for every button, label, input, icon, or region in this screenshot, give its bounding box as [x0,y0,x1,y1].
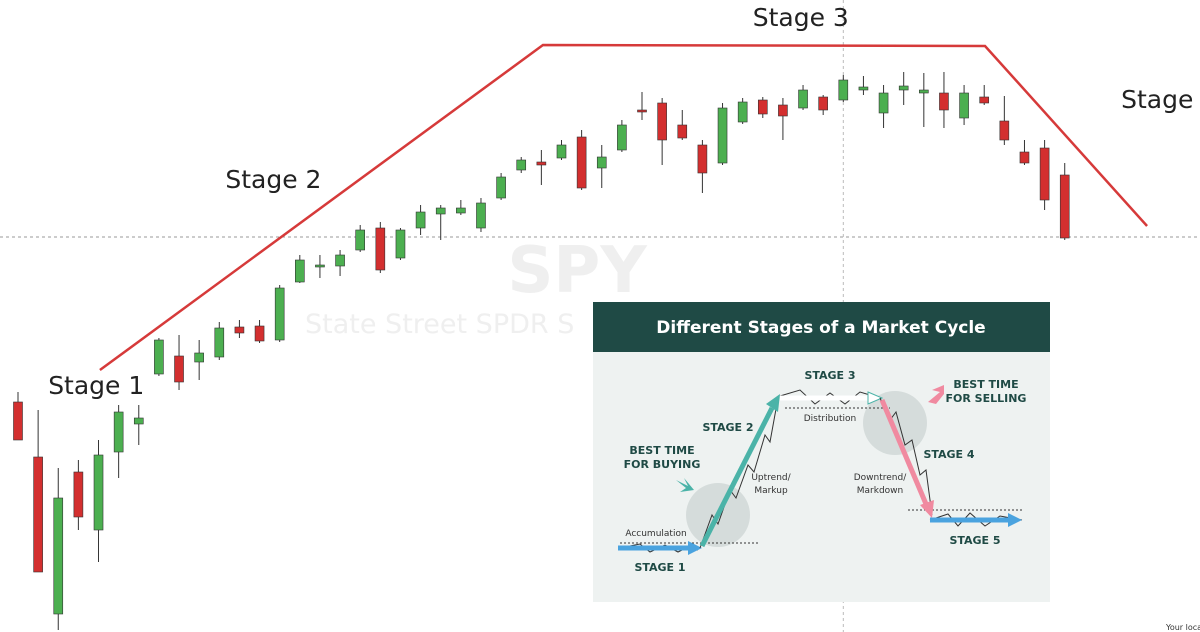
candle-body [878,92,889,114]
candle-body [496,176,506,199]
candle-body [234,326,245,334]
candle-body [919,89,929,94]
phase-label: Uptrend/ [751,473,791,483]
arrow [879,399,929,505]
candle-body [898,85,909,91]
candle-body [274,287,285,341]
arrow [699,406,775,548]
candle-body [214,327,225,358]
candle-body [939,92,949,111]
watermark-subtitle: State Street SPDR S [305,309,574,340]
candle-body [818,96,828,111]
candle-body [637,109,647,113]
arrow-head [920,500,934,518]
inset-title: Different Stages of a Market Cycle [656,318,985,338]
stage-label: STAGE 2 [702,421,753,434]
stage-label: STAGE 5 [949,534,1000,547]
candle-body [778,104,788,117]
sell-pointer [928,385,944,404]
candle-body [677,124,688,139]
arrow-head [766,394,780,412]
candle-body [113,411,124,453]
sell-note: BEST TIME [953,378,1018,391]
candle-body [979,96,990,104]
stage-annotation: Stage 2 [225,165,321,194]
stage-annotation: Stage 1 [48,371,144,400]
stage-annotation: Stage 4 [1121,85,1200,114]
candle-body [395,229,406,259]
trend-line [99,43,1148,372]
inset-header [593,302,1050,352]
phase-label: Markdown [857,486,903,496]
candle-body [596,156,607,169]
stage-annotation: Stage 3 [753,3,849,32]
phase-label: Downtrend/ [854,473,907,483]
candle-body [1039,147,1050,201]
phase-label: Accumulation [625,529,686,539]
candle-body [375,227,386,271]
candle-body [838,79,849,101]
arrow-head [1008,513,1022,527]
arrow-head [688,541,702,555]
zigzag [929,512,1023,527]
candle-body [999,120,1010,141]
watermark: SPY [507,234,647,308]
buy-note: FOR BUYING [624,458,701,471]
candle-body [53,497,64,615]
zigzag [779,389,881,405]
phase-label: Distribution [804,414,857,424]
stage-label: STAGE 3 [804,369,855,382]
inset: Different Stages of a Market Cycle STAGE… [593,302,1050,602]
candle-body [757,99,768,115]
candle-body [93,454,104,531]
candle-body [576,136,587,189]
candle-body [858,86,869,91]
candle-body [295,259,305,283]
candle-body [415,211,426,229]
candle-body [194,352,204,363]
candle-body [33,456,43,573]
stage-label: STAGE 4 [923,448,974,461]
candle-body [798,89,808,109]
candle-body [73,471,84,518]
candle-body [435,207,446,215]
candle-body [737,101,748,123]
candle-body [1059,174,1070,239]
arrow-head [867,391,884,405]
candle-body [959,92,969,119]
candle-body [355,229,365,251]
candle-body [1019,151,1030,164]
candle-body [154,339,164,375]
candle-body [617,124,627,151]
candle-body [556,144,567,159]
candle-body [335,254,345,267]
candle-body [536,161,547,166]
candle-body [13,401,23,441]
candle-body [476,202,486,229]
candle-body [315,264,325,268]
candle-body [174,355,184,383]
candle-body [456,207,466,214]
stage-label: STAGE 1 [634,561,685,574]
phase-label: Markup [754,486,788,496]
candle-body [657,102,667,141]
corner-note: Your local [1165,623,1200,632]
candle-body [254,325,265,342]
candle-body [717,107,728,164]
candle-body [133,417,144,425]
candle-body [516,159,527,171]
buy-pointer [676,478,694,492]
buy-note: BEST TIME [629,444,694,457]
sell-zone [863,391,927,455]
candle-body [697,144,708,174]
sell-note: FOR SELLING [946,392,1027,405]
